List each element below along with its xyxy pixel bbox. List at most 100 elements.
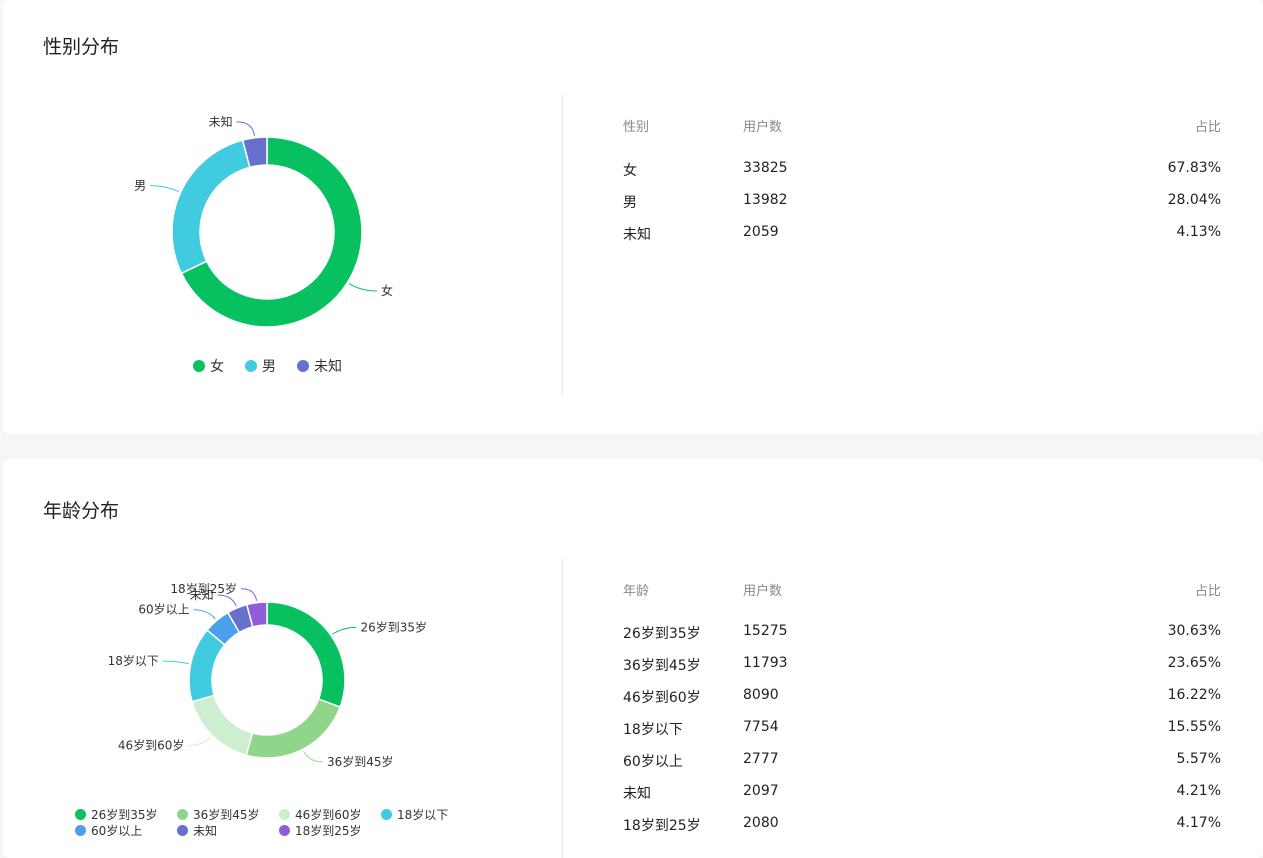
- section-divider: [562, 95, 563, 395]
- header-user-count: 用户数: [743, 120, 783, 135]
- header-percentage: 占比: [1194, 584, 1221, 599]
- donut-slice-2[interactable]: [191, 694, 254, 757]
- legend-item[interactable]: 18岁到25岁: [279, 822, 362, 839]
- slice-label-0: 26岁到35岁: [360, 619, 427, 634]
- row-label: 26岁到35岁: [623, 626, 701, 642]
- legend-item[interactable]: 36岁到45岁: [177, 806, 260, 823]
- legend-item[interactable]: 男: [245, 356, 276, 376]
- row-percentage: 28.04%: [1167, 192, 1221, 208]
- row-label: 未知: [623, 786, 651, 802]
- row-count: 7754: [743, 719, 779, 735]
- row-label: 18岁以下: [623, 722, 683, 738]
- gender-table-header: 性别 用户数 占比: [623, 116, 1221, 136]
- table-row: 60岁以上 2777 5.57%: [623, 751, 1221, 771]
- gender-donut-chart: 女 男 未知: [134, 115, 393, 328]
- row-label: 46岁到60岁: [623, 690, 701, 706]
- legend-label: 男: [262, 359, 276, 375]
- slice-label-3: 18岁以下: [108, 653, 159, 668]
- donut-slice-0[interactable]: [266, 601, 346, 708]
- row-count: 8090: [743, 687, 779, 703]
- table-row: 36岁到45岁 11793 23.65%: [623, 655, 1221, 675]
- legend-item[interactable]: 女: [193, 356, 224, 376]
- age-distribution-card: 年龄分布 26岁到35岁 36岁到45岁 46岁到60岁 18岁以下 60岁以上 未知 18…: [3, 459, 1263, 858]
- leader-line-3: [162, 660, 189, 665]
- row-percentage: 5.57%: [1176, 751, 1221, 767]
- slice-label-5: 未知: [190, 588, 214, 602]
- row-label: 36岁到45岁: [623, 658, 701, 674]
- legend-label: 18岁以下: [397, 808, 449, 822]
- leader-line-1: [150, 185, 180, 192]
- table-row: 18岁以下 7754 15.55%: [623, 719, 1221, 739]
- legend-item[interactable]: 60岁以上: [75, 822, 142, 839]
- legend-item[interactable]: 46岁到60岁: [279, 806, 362, 823]
- legend-label: 36岁到45岁: [193, 808, 260, 822]
- row-label: 未知: [623, 227, 651, 243]
- legend-label: 18岁到25岁: [295, 824, 362, 838]
- legend-dot-icon: [279, 825, 290, 836]
- legend-dot-icon: [381, 809, 392, 820]
- row-count: 2777: [743, 751, 779, 767]
- row-count: 2059: [743, 224, 779, 240]
- leader-line-2: [236, 121, 255, 136]
- row-percentage: 4.13%: [1176, 224, 1221, 240]
- row-count: 15275: [743, 623, 788, 639]
- header-gender: 性别: [623, 120, 650, 135]
- donut-slice-1[interactable]: [171, 139, 251, 275]
- row-count: 2097: [743, 783, 779, 799]
- legend-label: 46岁到60岁: [295, 808, 362, 822]
- table-row: 未知 2097 4.21%: [623, 783, 1221, 803]
- leader-line-2: [188, 736, 212, 746]
- row-count: 13982: [743, 192, 788, 208]
- table-row: 26岁到35岁 15275 30.63%: [623, 623, 1221, 643]
- table-row: 46岁到60岁 8090 16.22%: [623, 687, 1221, 707]
- row-percentage: 30.63%: [1167, 623, 1221, 639]
- legend-item[interactable]: 26岁到35岁: [75, 806, 158, 823]
- table-row: 18岁到25岁 2080 4.17%: [623, 815, 1221, 835]
- row-count: 2080: [743, 815, 779, 831]
- legend-dot-icon: [75, 825, 86, 836]
- legend-dot-icon: [279, 809, 290, 820]
- row-label: 18岁到25岁: [623, 818, 701, 834]
- slice-label-1: 36岁到45岁: [327, 754, 394, 769]
- row-label: 60岁以上: [623, 754, 683, 770]
- donut-slice-2[interactable]: [241, 136, 268, 169]
- age-card-title: 年龄分布: [43, 500, 120, 522]
- legend-dot-icon: [297, 360, 309, 372]
- leader-line-5: [217, 594, 237, 607]
- legend-dot-icon: [193, 360, 205, 372]
- leader-line-0: [332, 626, 357, 635]
- slice-label-0: 女: [381, 283, 393, 298]
- row-percentage: 16.22%: [1167, 687, 1221, 703]
- legend-label: 女: [210, 359, 224, 375]
- header-age: 年龄: [623, 584, 650, 599]
- donut-slice-6[interactable]: [245, 601, 268, 628]
- slice-label-6: 18岁到25岁: [170, 581, 237, 596]
- legend-item[interactable]: 18岁以下: [381, 806, 448, 823]
- row-label: 女: [623, 163, 637, 179]
- legend-item[interactable]: 未知: [297, 356, 342, 376]
- table-row: 未知 2059 4.13%: [623, 224, 1221, 244]
- legend-item[interactable]: 未知: [177, 822, 217, 839]
- slice-label-1: 男: [134, 179, 146, 193]
- legend-label: 60岁以上: [91, 824, 143, 838]
- row-percentage: 15.55%: [1167, 719, 1221, 735]
- row-label: 男: [623, 195, 637, 211]
- header-percentage: 占比: [1194, 120, 1221, 135]
- age-table-header: 年龄 用户数 占比: [623, 580, 1221, 600]
- legend-label: 未知: [314, 359, 342, 375]
- legend-dot-icon: [177, 809, 188, 820]
- legend-dot-icon: [177, 825, 188, 836]
- legend-dot-icon: [245, 360, 257, 372]
- row-percentage: 67.83%: [1167, 160, 1221, 176]
- row-count: 33825: [743, 160, 788, 176]
- row-percentage: 23.65%: [1167, 655, 1221, 671]
- leader-line-1: [303, 750, 323, 763]
- leader-line-6: [240, 588, 258, 601]
- donut-slice-0[interactable]: [180, 136, 363, 328]
- legend-label: 未知: [193, 824, 218, 838]
- donut-slice-1[interactable]: [245, 698, 342, 759]
- slice-label-4: 60岁以上: [138, 602, 189, 617]
- gender-distribution-card: 性别分布 女男未知 女男未知 性别 用户数 占比 女 33825 67.83% …: [3, 0, 1263, 434]
- leader-line-0: [348, 283, 378, 292]
